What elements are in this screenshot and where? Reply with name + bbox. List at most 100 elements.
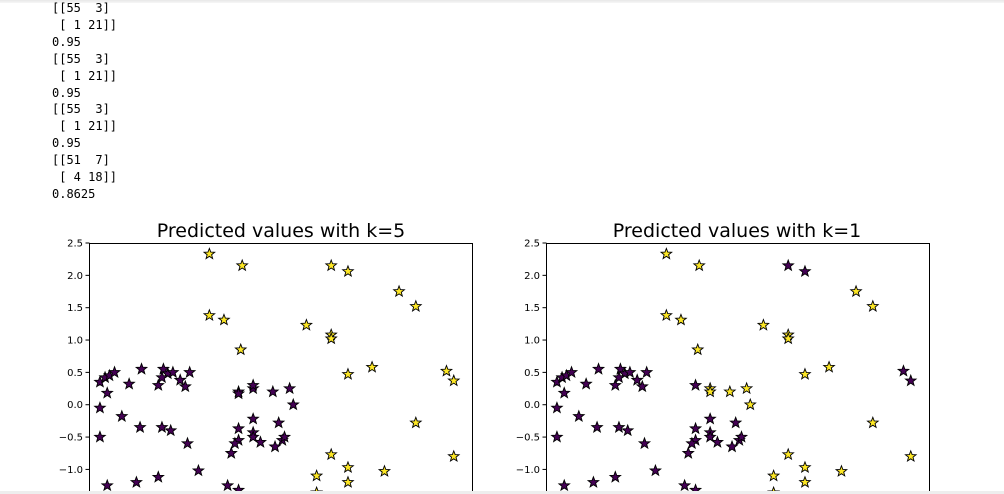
data-point-class-0 <box>689 378 703 391</box>
data-point-class-0 <box>232 421 246 435</box>
data-point-class-0 <box>579 377 593 390</box>
data-point-class-0 <box>164 423 178 437</box>
data-point-class-1 <box>703 384 717 398</box>
data-point-class-0 <box>550 430 564 443</box>
y-tick-label: 0.5 <box>67 368 83 379</box>
data-point-class-0 <box>166 365 180 378</box>
y-tick-label: −0.5 <box>516 433 540 444</box>
data-point-class-0 <box>635 379 649 393</box>
data-point-class-1 <box>217 313 231 326</box>
output-line: [ 1 21]] <box>52 17 118 32</box>
output-line: [[55 3] <box>52 1 110 15</box>
data-point-class-0 <box>93 401 107 414</box>
data-point-class-0 <box>246 378 260 391</box>
plot-title: Predicted values with k=5 <box>157 220 405 242</box>
output-line: [[55 3] <box>52 51 110 66</box>
data-point-class-0 <box>729 415 743 429</box>
data-point-class-1 <box>674 313 688 326</box>
data-point-class-0 <box>640 365 654 378</box>
data-point-class-1 <box>904 449 918 463</box>
data-point-class-0 <box>637 436 652 450</box>
data-point-class-0 <box>246 412 260 425</box>
data-point-class-0 <box>286 397 300 411</box>
output-line: 0.95 <box>52 34 81 49</box>
data-point-class-1 <box>409 299 423 312</box>
plot-title: Predicted values with k=1 <box>613 220 861 242</box>
scatter-plot-2: Predicted values with k=1 2.5 2.0 1.5 1.0 0.5… <box>516 220 930 494</box>
data-point-class-0 <box>107 365 122 378</box>
data-point-class-0 <box>557 386 571 399</box>
data-point-class-0 <box>277 430 292 443</box>
data-point-class-0 <box>904 373 918 387</box>
data-point-class-1 <box>659 247 673 260</box>
data-point-class-1 <box>409 415 423 429</box>
data-point-class-1 <box>743 397 757 411</box>
axes-frame <box>89 243 473 494</box>
data-point-class-1 <box>723 384 737 398</box>
y-tick-label: 2.5 <box>67 239 83 250</box>
y-tick-label: −0.5 <box>59 433 83 444</box>
data-point-class-1 <box>866 299 880 312</box>
data-point-class-0 <box>703 412 717 425</box>
y-tick-label: 1.0 <box>524 336 540 347</box>
y-tick-label: 0.0 <box>67 400 83 411</box>
data-point-class-1 <box>866 415 880 429</box>
data-point-class-1 <box>341 460 355 474</box>
output-line: [[51 7] <box>52 153 110 168</box>
data-point-class-0 <box>572 409 586 422</box>
data-point-class-0 <box>798 264 812 278</box>
data-point-class-0 <box>115 409 129 422</box>
data-point-class-0 <box>133 420 147 433</box>
data-point-class-1 <box>365 360 379 373</box>
data-point-class-0 <box>781 258 795 272</box>
data-point-class-0 <box>268 439 282 453</box>
data-point-class-0 <box>710 435 724 448</box>
data-point-class-0 <box>734 430 749 443</box>
data-point-class-0 <box>151 378 165 391</box>
output-line: [ 1 21]] <box>52 68 118 83</box>
output-line: 0.95 <box>52 85 81 100</box>
y-tick-label: 2.0 <box>524 271 540 282</box>
data-point-class-0 <box>224 446 238 459</box>
data-point-class-1 <box>310 469 324 482</box>
data-point-class-0 <box>623 365 637 378</box>
data-point-class-0 <box>630 373 644 386</box>
data-point-class-1 <box>234 342 248 356</box>
data-point-class-0 <box>134 362 149 375</box>
data-point-class-1 <box>324 331 338 345</box>
data-point-class-0 <box>191 463 205 477</box>
y-tick-label: 1.5 <box>524 303 540 314</box>
data-point-class-0 <box>557 478 571 492</box>
data-point-class-1 <box>341 367 355 380</box>
y-tick-label: 0.0 <box>524 400 540 411</box>
data-point-class-0 <box>100 386 114 399</box>
data-point-class-1 <box>798 460 812 474</box>
data-point-class-0 <box>685 436 699 450</box>
data-point-class-0 <box>586 475 600 488</box>
data-point-class-0 <box>550 401 564 414</box>
y-tick-label: −1.0 <box>516 465 540 476</box>
data-point-class-0 <box>648 463 662 477</box>
data-point-class-0 <box>681 446 695 459</box>
data-point-class-1 <box>798 367 812 380</box>
scatter-plot-1: Predicted values with k=5 2.5 2.0 1.5 1.0 0.5… <box>59 220 473 494</box>
data-point-class-1 <box>377 464 392 477</box>
data-point-class-1 <box>781 447 795 461</box>
cell-bottom-border <box>0 491 1004 494</box>
data-point-class-1 <box>756 318 770 331</box>
data-point-class-1 <box>798 475 812 488</box>
data-point-class-1 <box>659 308 673 322</box>
y-tick-label: 2.5 <box>524 239 540 250</box>
data-point-class-1 <box>740 381 754 395</box>
data-point-class-0 <box>612 420 626 433</box>
y-tick-label: −1.0 <box>59 465 83 476</box>
y-tick-label: 1.5 <box>67 303 83 314</box>
data-point-class-0 <box>228 436 242 450</box>
output-line: 0.8625 <box>52 186 96 201</box>
output-line: 0.95 <box>52 136 81 151</box>
data-point-class-0 <box>608 378 622 391</box>
data-point-class-0 <box>591 362 606 375</box>
data-point-class-0 <box>725 439 739 453</box>
data-point-class-0 <box>896 364 911 377</box>
